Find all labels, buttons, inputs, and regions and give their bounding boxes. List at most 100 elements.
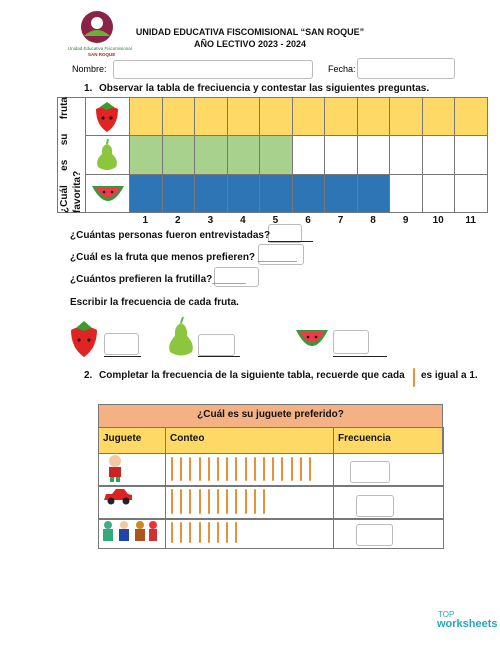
scale-label: 10 <box>432 215 444 226</box>
filled-cell <box>324 174 358 213</box>
tally-mark <box>281 457 284 481</box>
pear-icon <box>97 138 117 170</box>
tally-mark <box>217 457 219 481</box>
filled-cell <box>259 135 293 175</box>
empty-cell <box>454 174 488 213</box>
tally-mark <box>309 457 311 481</box>
scale-label: 6 <box>305 215 311 226</box>
answer-line <box>104 356 141 357</box>
filled-cell <box>389 97 423 136</box>
filled-cell <box>129 135 163 175</box>
filled-cell <box>226 174 261 213</box>
tally-mark <box>263 457 265 481</box>
tally-mark <box>235 522 238 543</box>
name-label: Nombre: <box>72 64 107 74</box>
answer-input[interactable] <box>268 224 302 243</box>
instruction: Completar la frecuencia de la siguiente … <box>99 370 405 381</box>
empty-cell <box>389 174 423 213</box>
filled-cell <box>454 97 488 136</box>
filled-cell <box>291 174 326 213</box>
tally-mark <box>198 457 201 481</box>
tally-mark <box>263 489 265 514</box>
frequency-input[interactable] <box>350 461 390 483</box>
tally-mark <box>207 489 210 514</box>
question: ¿Cuántas personas fueron entrevistadas? <box>70 230 271 241</box>
logo-text: Unidad Educativa Fiscomisional <box>68 46 132 51</box>
table-cell <box>333 485 444 520</box>
brand-top: TOP <box>438 610 455 619</box>
watermelon-icon <box>296 330 328 346</box>
tally-mark <box>207 457 210 481</box>
filled-cell <box>324 97 358 136</box>
question: ¿Cuántos prefieren la frutilla?______ <box>70 274 246 285</box>
tally-example <box>413 368 415 387</box>
tally-mark <box>207 522 210 543</box>
write-prompt: Escribir la frecuencia de cada fruta. <box>70 297 239 308</box>
instruction: Observar la tabla de freciuencia y conte… <box>99 83 430 94</box>
instruction: es igual a 1. <box>421 370 478 381</box>
answer-line <box>268 241 313 242</box>
toy-icon <box>103 521 157 541</box>
filled-cell <box>161 135 196 175</box>
empty-cell <box>421 135 456 175</box>
tally-mark <box>235 457 238 481</box>
table-cell <box>98 453 166 487</box>
date-label: Fecha: <box>328 64 356 74</box>
tally-mark <box>171 457 173 481</box>
school-name: UNIDAD EDUCATIVA FISCOMISIONAL “SAN ROQU… <box>135 27 365 37</box>
tally-mark <box>299 457 302 481</box>
watermelon-icon <box>92 186 124 201</box>
tally-mark <box>180 522 183 543</box>
toy-icon <box>109 455 121 482</box>
date-input[interactable] <box>357 58 455 79</box>
frequency-input[interactable] <box>356 495 394 517</box>
filled-cell <box>129 97 163 136</box>
answer-input[interactable] <box>333 330 369 354</box>
tally-mark <box>235 489 238 514</box>
table-cell <box>98 485 166 520</box>
tally-mark <box>226 457 229 481</box>
tally-mark <box>189 522 192 543</box>
tally-mark <box>244 457 247 481</box>
column-header: Juguete <box>103 433 142 444</box>
scale-label: 5 <box>272 215 279 226</box>
toy-icon <box>104 489 132 505</box>
section-number: 1. <box>84 83 93 94</box>
tally-mark <box>290 457 293 481</box>
tally-mark <box>198 489 201 514</box>
tally-mark <box>253 489 256 514</box>
strawberry-icon <box>71 321 97 357</box>
tally-mark <box>189 457 192 481</box>
scale-label: 1 <box>142 215 149 226</box>
tally-mark <box>217 522 219 543</box>
tally-mark <box>226 522 229 543</box>
table-title: ¿Cuál es su juguete preferido? <box>197 409 344 420</box>
frequency-input[interactable] <box>356 524 393 546</box>
tally-mark <box>226 489 229 514</box>
filled-cell <box>356 174 391 213</box>
tally-mark <box>244 489 247 514</box>
strawberry-icon <box>96 102 118 132</box>
logo-subtext: SAN ROQUE <box>88 52 116 57</box>
answer-input[interactable] <box>104 333 139 355</box>
answer-input[interactable] <box>198 334 235 356</box>
answer-line <box>333 356 387 357</box>
column-header: Frecuencia <box>338 433 391 444</box>
scale-label: 3 <box>207 215 214 226</box>
filled-cell <box>421 97 456 136</box>
filled-cell <box>226 97 261 136</box>
filled-cell <box>356 97 391 136</box>
empty-cell <box>421 174 456 213</box>
empty-cell <box>454 135 488 175</box>
scale-label: 2 <box>175 215 181 226</box>
table-cell <box>333 453 444 487</box>
answer-input[interactable] <box>214 267 259 287</box>
filled-cell <box>161 97 196 136</box>
filled-cell <box>129 174 163 213</box>
column-header: Conteo <box>170 433 205 444</box>
tally-mark <box>217 489 219 514</box>
name-input[interactable] <box>113 60 313 79</box>
brand: worksheets <box>437 618 498 630</box>
answer-input[interactable] <box>258 244 304 265</box>
